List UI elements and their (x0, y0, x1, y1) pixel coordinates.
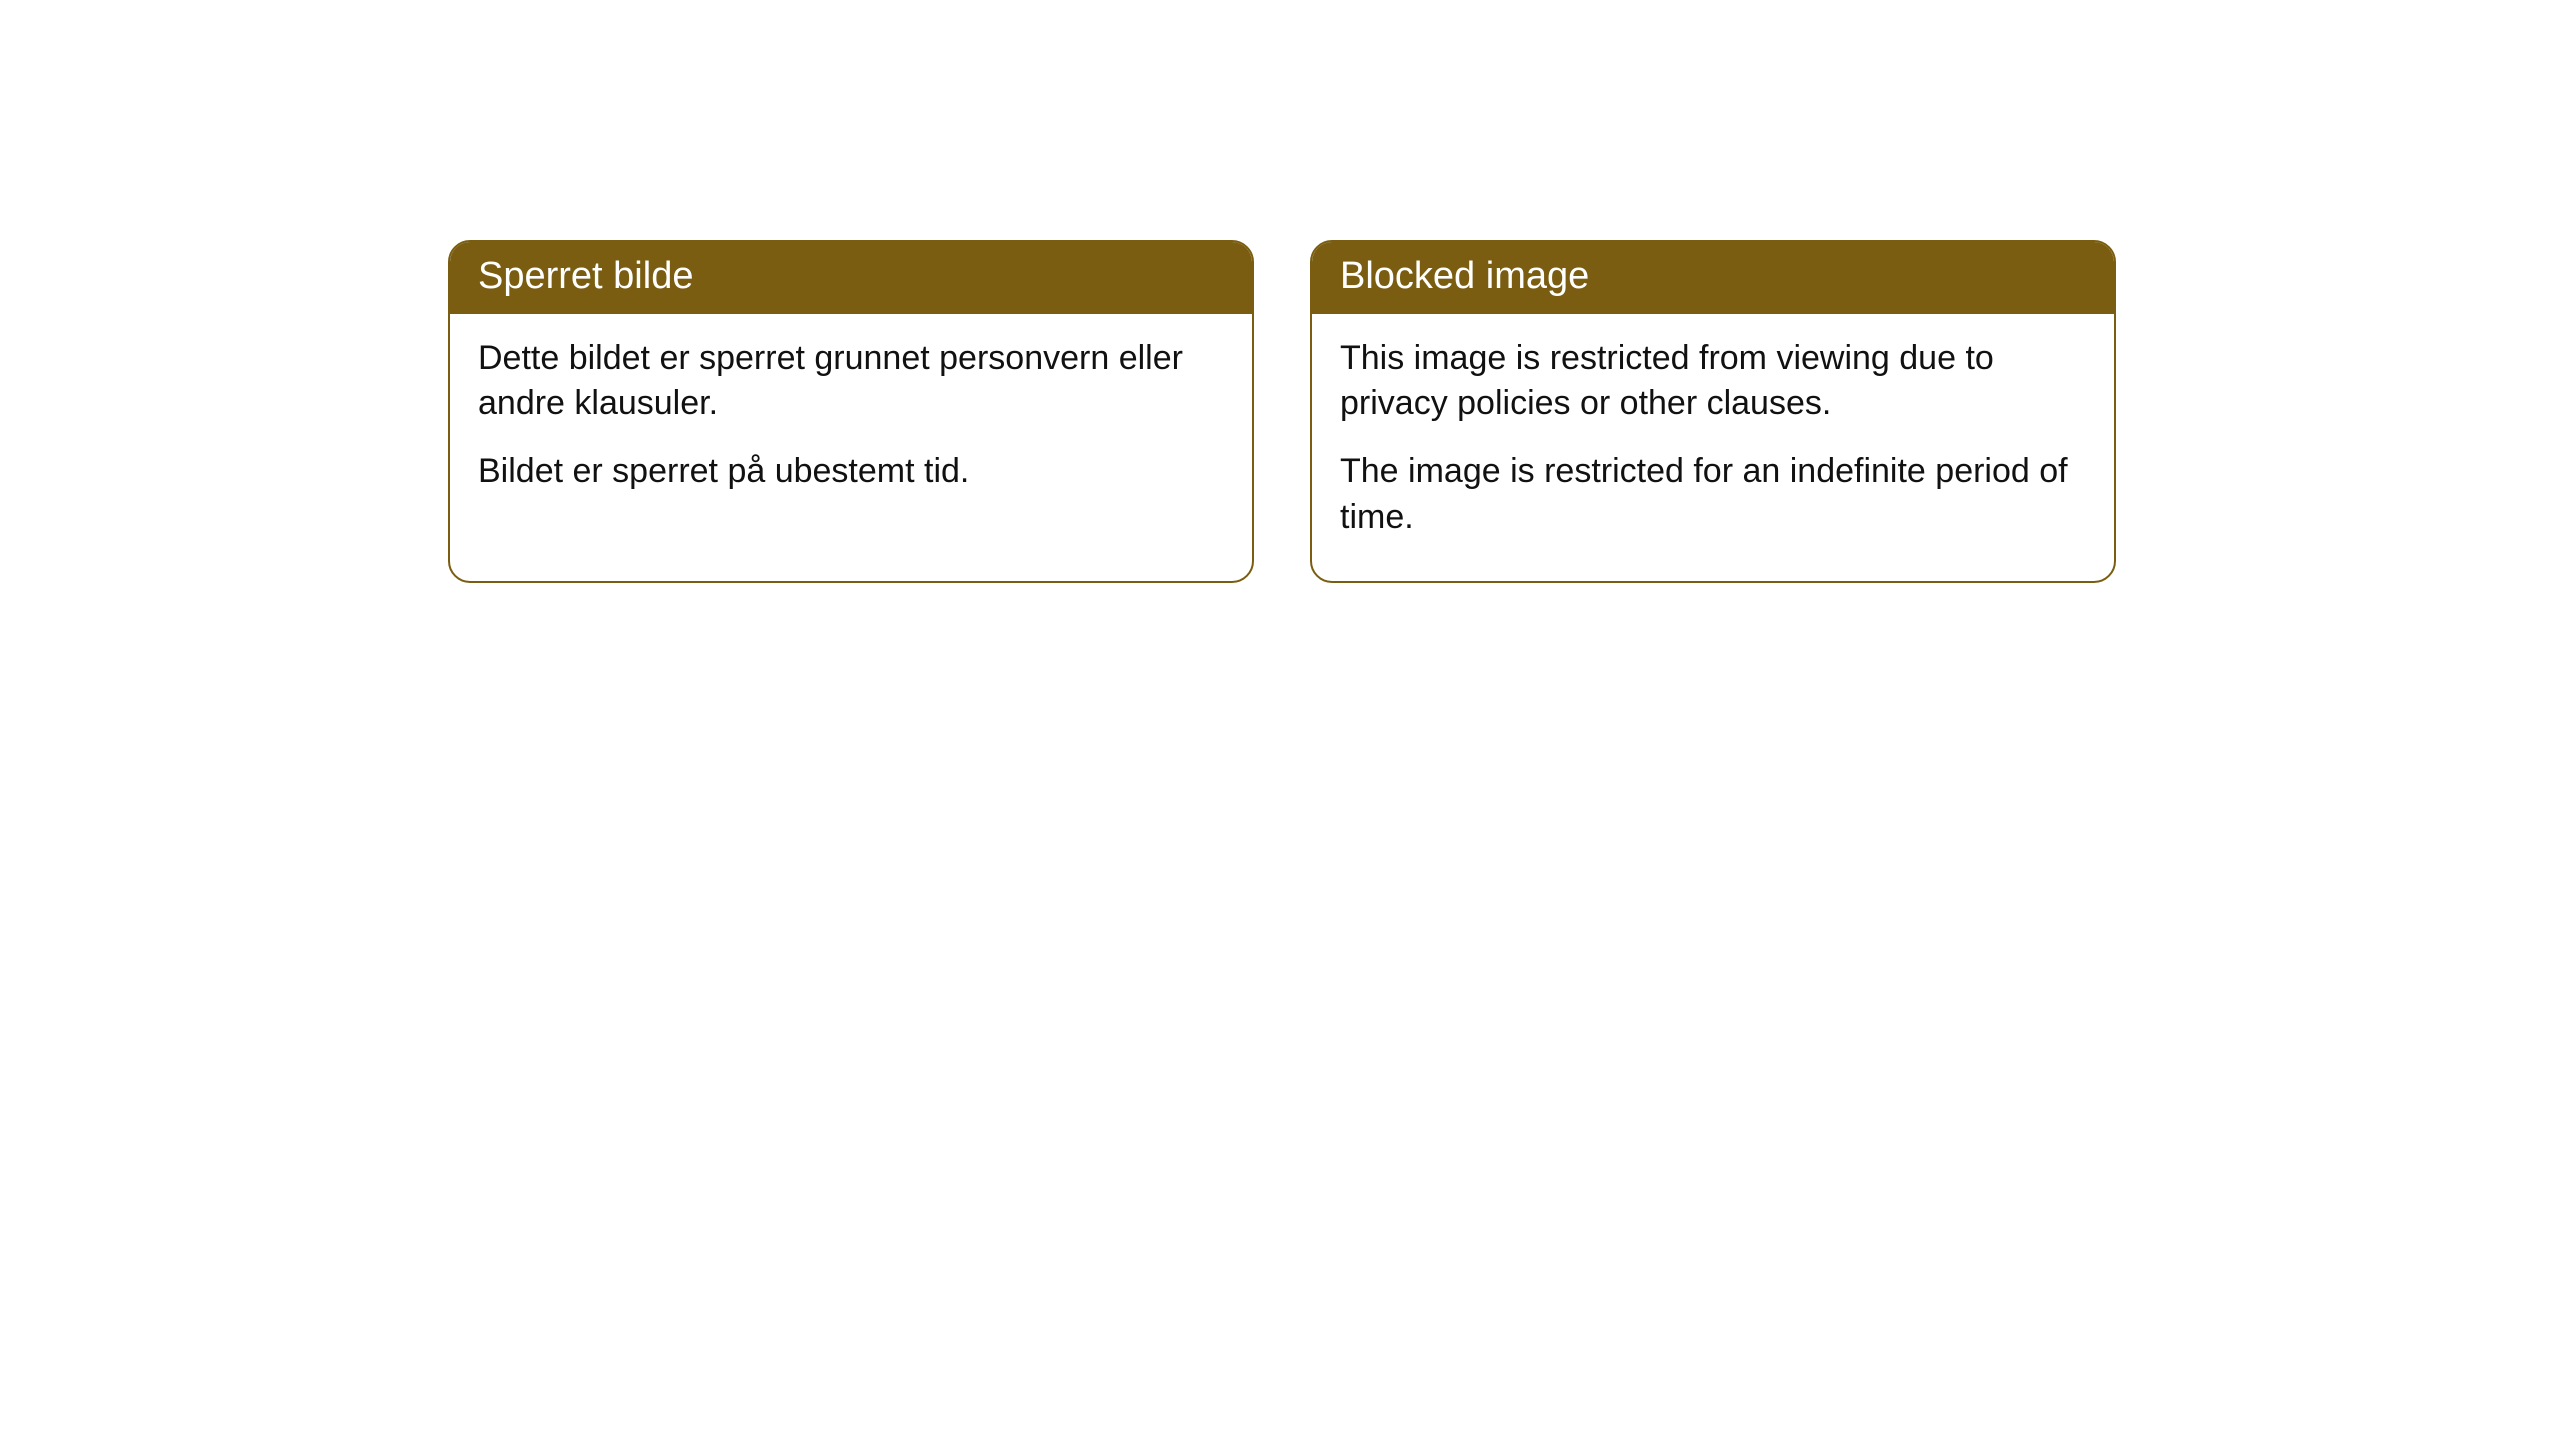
card-paragraph: Bildet er sperret på ubestemt tid. (478, 449, 1224, 495)
card-paragraph: The image is restricted for an indefinit… (1340, 449, 2086, 541)
card-title: Blocked image (1340, 255, 1589, 297)
card-body: This image is restricted from viewing du… (1312, 314, 2114, 582)
notice-card-english: Blocked image This image is restricted f… (1310, 240, 2116, 583)
card-title: Sperret bilde (478, 255, 693, 297)
notice-card-norwegian: Sperret bilde Dette bildet er sperret gr… (448, 240, 1254, 583)
card-header: Sperret bilde (450, 242, 1252, 314)
card-paragraph: This image is restricted from viewing du… (1340, 336, 2086, 428)
card-paragraph: Dette bildet er sperret grunnet personve… (478, 336, 1224, 428)
notice-cards-container: Sperret bilde Dette bildet er sperret gr… (448, 240, 2116, 583)
card-header: Blocked image (1312, 242, 2114, 314)
card-body: Dette bildet er sperret grunnet personve… (450, 314, 1252, 536)
